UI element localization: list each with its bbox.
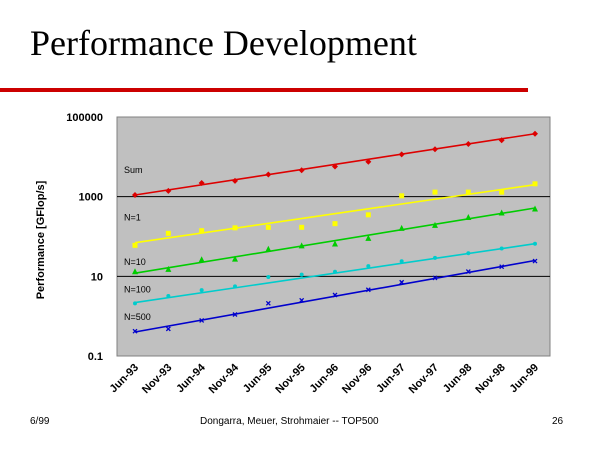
data-point <box>165 265 172 272</box>
data-point <box>166 294 171 299</box>
data-point <box>499 246 504 251</box>
data-point <box>465 269 471 274</box>
data-point <box>532 258 538 264</box>
x-tick-label: Jun-96 <box>308 362 342 396</box>
y-tick-label: 10 <box>91 271 103 283</box>
data-point <box>365 158 372 165</box>
data-point <box>432 189 438 195</box>
data-point <box>265 245 272 252</box>
data-point <box>498 137 505 144</box>
x-tick-label: Jun-94 <box>174 361 208 395</box>
data-point <box>265 171 272 178</box>
data-point <box>198 256 205 263</box>
x-tick-label: Jun-93 <box>108 362 142 396</box>
data-point <box>532 130 538 137</box>
y-axis-label: Performance [GFlop/s] <box>35 180 47 299</box>
data-point <box>466 251 471 256</box>
x-tick-label: Nov-94 <box>207 361 242 396</box>
data-point <box>198 180 205 187</box>
data-point <box>199 288 204 293</box>
series-label: N=500 <box>124 312 151 322</box>
page-number: 26 <box>552 416 564 427</box>
title-rule <box>0 88 528 92</box>
data-point <box>465 189 471 195</box>
y-tick-label: 0.1 <box>88 351 103 363</box>
x-tick-label: Jun-95 <box>241 362 275 396</box>
data-point <box>432 221 438 228</box>
data-point <box>232 225 238 231</box>
data-point <box>499 189 505 195</box>
x-tick-label: Jun-98 <box>441 362 475 396</box>
data-point <box>332 292 338 298</box>
data-point <box>265 224 271 230</box>
x-tick-label: Nov-95 <box>273 362 307 396</box>
slide-title: Performance Development <box>30 23 417 63</box>
data-point <box>132 328 138 334</box>
y-tick-label: 1000 <box>79 192 103 204</box>
data-point <box>265 300 271 306</box>
data-point <box>533 241 537 246</box>
data-point <box>332 221 338 227</box>
x-tick-label: Jun-99 <box>508 362 542 396</box>
data-point <box>399 193 405 199</box>
data-point <box>299 297 305 303</box>
data-point <box>366 264 371 269</box>
data-point <box>232 177 238 184</box>
data-point <box>432 275 438 281</box>
data-point <box>132 268 138 275</box>
data-point <box>133 301 137 306</box>
data-point <box>433 255 437 260</box>
data-point <box>498 209 505 216</box>
data-point <box>332 163 338 170</box>
data-point <box>298 167 305 174</box>
series-label: N=10 <box>124 257 146 267</box>
plot-area <box>116 116 551 357</box>
data-point <box>266 275 271 280</box>
data-point <box>199 228 205 234</box>
data-point <box>365 234 372 241</box>
data-point <box>232 255 238 262</box>
series-label: N=1 <box>124 213 141 223</box>
data-point <box>465 140 472 147</box>
data-point <box>233 284 237 289</box>
data-point <box>399 279 405 285</box>
data-point <box>332 240 338 247</box>
data-point <box>333 269 337 274</box>
data-point <box>199 318 205 323</box>
data-point <box>532 205 538 212</box>
footer-date: 6/99 <box>30 416 50 427</box>
x-tick-label: Nov-98 <box>473 362 507 396</box>
x-tick-label: Nov-96 <box>340 362 374 396</box>
data-point <box>532 181 538 187</box>
data-point <box>132 192 138 199</box>
series-label: N=100 <box>124 285 151 295</box>
data-point <box>365 212 371 218</box>
y-tick-label: 100000 <box>66 112 103 124</box>
series-label: Sum <box>124 165 143 175</box>
data-point <box>165 230 171 236</box>
data-point <box>299 272 304 277</box>
x-tick-label: Nov-97 <box>407 362 441 396</box>
data-point <box>365 287 371 293</box>
data-point <box>465 213 472 220</box>
footer-authors: Dongarra, Meuer, Strohmaier -- TOP500 <box>200 416 379 427</box>
x-tick-label: Nov-93 <box>140 362 174 396</box>
data-point <box>232 312 238 317</box>
x-tick-label: Jun-97 <box>374 362 408 396</box>
data-point <box>399 259 404 264</box>
data-point <box>432 146 438 153</box>
data-point <box>165 187 172 194</box>
data-point <box>499 264 505 270</box>
data-point <box>132 242 138 248</box>
data-point <box>165 326 171 332</box>
data-point <box>398 151 405 158</box>
data-point <box>398 224 405 231</box>
data-point <box>298 242 305 249</box>
data-point <box>299 224 305 230</box>
